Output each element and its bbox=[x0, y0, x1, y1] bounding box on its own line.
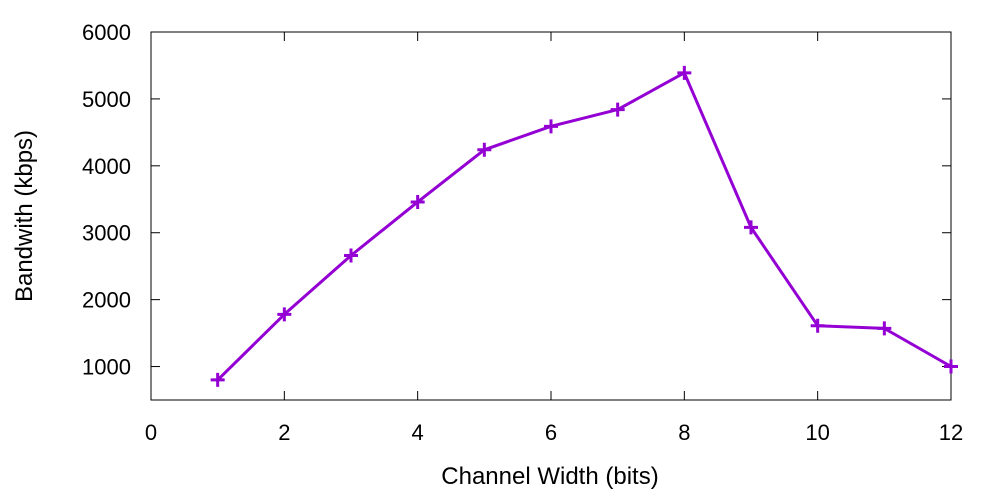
data-point-marker bbox=[410, 194, 425, 209]
data-point-marker bbox=[210, 372, 225, 387]
data-point-marker bbox=[344, 248, 358, 263]
data-point-marker bbox=[477, 142, 492, 157]
series-group bbox=[210, 65, 958, 387]
y-axis-title: Bandwith (kbps) bbox=[11, 130, 38, 302]
data-point-marker bbox=[744, 220, 758, 235]
y-tick-label: 3000 bbox=[82, 221, 131, 246]
x-tick-label: 12 bbox=[939, 420, 963, 445]
x-tick-label: 8 bbox=[678, 420, 690, 445]
series-line bbox=[216, 71, 953, 382]
y-tick-label: 6000 bbox=[82, 20, 131, 45]
axes-group bbox=[150, 31, 952, 401]
x-tick-label: 6 bbox=[545, 420, 557, 445]
x-axis-title: Channel Width (bits) bbox=[441, 463, 658, 490]
data-point-marker bbox=[877, 321, 892, 336]
data-point-marker bbox=[277, 307, 292, 322]
data-point-marker bbox=[810, 318, 825, 333]
x-tick-label: 0 bbox=[145, 420, 157, 445]
data-point-marker bbox=[544, 119, 558, 134]
x-tick-label: 4 bbox=[412, 420, 424, 445]
x-tick-label: 10 bbox=[805, 420, 829, 445]
y-tick-label: 1000 bbox=[82, 355, 131, 380]
plot-frame bbox=[150, 31, 952, 401]
data-point-marker bbox=[944, 359, 958, 374]
y-tick-label: 5000 bbox=[82, 87, 131, 112]
data-point-marker bbox=[677, 65, 692, 80]
ticks-group: 0 2 4 6 8 10 12 1000 2000 3000 4000 5000 6000 bbox=[82, 20, 963, 445]
x-tick-label: 2 bbox=[278, 420, 290, 445]
data-point-marker bbox=[610, 102, 625, 117]
y-tick-label: 4000 bbox=[82, 154, 131, 179]
y-tick-label: 2000 bbox=[82, 288, 131, 313]
